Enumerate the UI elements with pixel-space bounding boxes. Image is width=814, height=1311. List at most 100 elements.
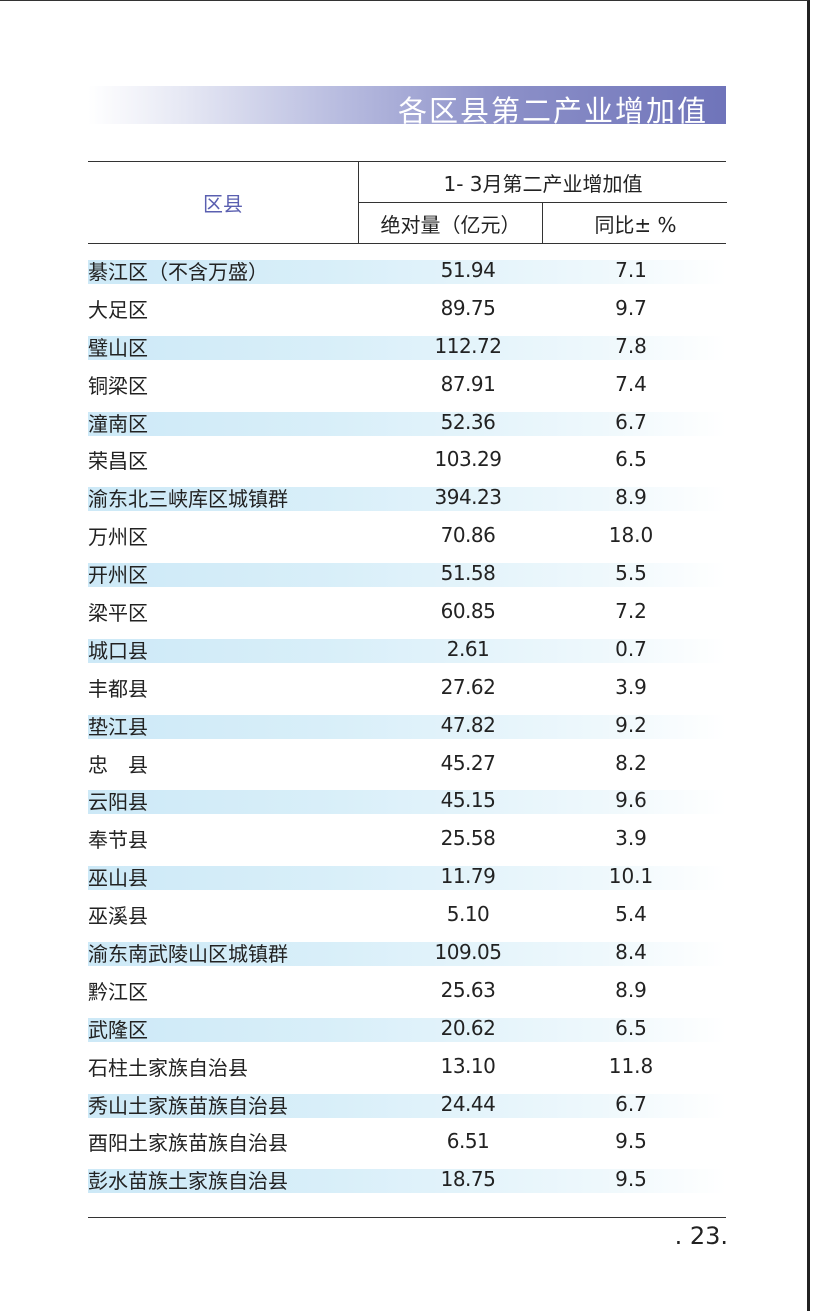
absolute-value: 18.75 bbox=[440, 1167, 496, 1192]
yoy-value: 6.5 bbox=[615, 447, 647, 472]
row-shading bbox=[88, 1017, 726, 1042]
district-name: 巫溪县 bbox=[88, 904, 148, 929]
table-row: 垫江县 47.82 9.2 bbox=[88, 706, 726, 744]
absolute-value: 5.10 bbox=[446, 902, 490, 927]
table-row: 开州区 51.58 5.5 bbox=[88, 554, 726, 592]
yoy-value: 5.5 bbox=[615, 561, 647, 586]
district-name: 奉节县 bbox=[88, 828, 148, 853]
yoy-value: 11.8 bbox=[608, 1053, 654, 1078]
table-row: 綦江区（不含万盛） 51.94 7.1 bbox=[88, 251, 726, 289]
table-row: 云阳县 45.15 9.6 bbox=[88, 781, 726, 819]
absolute-value: 394.23 bbox=[434, 485, 502, 510]
table-row: 丰都县 27.62 3.9 bbox=[88, 668, 726, 706]
absolute-value: 112.72 bbox=[434, 333, 502, 358]
table-row: 巫溪县 5.10 5.4 bbox=[88, 895, 726, 933]
yoy-value: 6.7 bbox=[615, 1091, 647, 1116]
district-name: 铜梁区 bbox=[88, 373, 148, 398]
absolute-value: 51.58 bbox=[440, 561, 496, 586]
table-row: 黔江区 25.63 8.9 bbox=[88, 971, 726, 1009]
absolute-value: 109.05 bbox=[434, 940, 502, 965]
table-row: 铜梁区 87.91 7.4 bbox=[88, 365, 726, 403]
yoy-value: 9.7 bbox=[615, 295, 647, 320]
district-name: 巫山县 bbox=[88, 866, 148, 891]
row-shading bbox=[88, 563, 726, 588]
table-row: 忠 县 45.27 8.2 bbox=[88, 744, 726, 782]
yoy-value: 7.2 bbox=[615, 599, 647, 624]
table-row: 梁平区 60.85 7.2 bbox=[88, 592, 726, 630]
table-header: 区县 1- 3月第二产业增加值 绝对量（亿元） 同比± % bbox=[88, 161, 727, 244]
yoy-value: 9.2 bbox=[615, 712, 647, 737]
row-shading bbox=[88, 335, 726, 360]
yoy-value: 8.9 bbox=[615, 485, 647, 510]
yoy-value: 18.0 bbox=[608, 523, 654, 548]
district-name: 秀山土家族苗族自治县 bbox=[88, 1093, 288, 1118]
table-row: 石柱土家族自治县 13.10 11.8 bbox=[88, 1047, 726, 1085]
yoy-value: 3.9 bbox=[615, 826, 647, 851]
table-row: 巫山县 11.79 10.1 bbox=[88, 857, 726, 895]
district-name: 綦江区（不含万盛） bbox=[88, 260, 268, 284]
row-shading bbox=[88, 790, 726, 815]
absolute-value: 52.36 bbox=[440, 409, 496, 434]
table-row: 秀山土家族苗族自治县 24.44 6.7 bbox=[88, 1085, 726, 1123]
district-name: 武隆区 bbox=[88, 1017, 148, 1042]
absolute-value: 60.85 bbox=[440, 599, 496, 624]
absolute-value: 70.86 bbox=[440, 523, 496, 548]
page-title: 各区县第二产业增加值 bbox=[397, 94, 708, 128]
table-row: 彭水苗族土家族自治县 18.75 9.5 bbox=[88, 1160, 726, 1198]
absolute-value: 13.10 bbox=[440, 1053, 496, 1078]
table-row: 城口县 2.61 0.7 bbox=[88, 630, 726, 668]
row-shading bbox=[88, 487, 726, 512]
table-row: 万州区 70.86 18.0 bbox=[88, 516, 726, 554]
table-row: 奉节县 25.58 3.9 bbox=[88, 819, 726, 857]
absolute-value: 27.62 bbox=[440, 674, 496, 699]
yoy-value: 8.2 bbox=[615, 750, 647, 775]
district-name: 忠 县 bbox=[88, 752, 148, 777]
absolute-value: 47.82 bbox=[440, 712, 496, 737]
absolute-value: 45.27 bbox=[440, 750, 496, 775]
header-right-group: 1- 3月第二产业增加值 绝对量（亿元） 同比± % bbox=[358, 162, 727, 243]
district-name: 渝东南武陵山区城镇群 bbox=[88, 942, 288, 967]
absolute-value: 20.62 bbox=[440, 1015, 496, 1040]
district-name: 大足区 bbox=[88, 297, 148, 322]
absolute-value: 2.61 bbox=[446, 636, 490, 661]
table-row: 武隆区 20.62 6.5 bbox=[88, 1009, 726, 1047]
district-name: 垫江县 bbox=[88, 714, 148, 739]
district-name: 潼南区 bbox=[88, 411, 148, 436]
table-row: 荣昌区 103.29 6.5 bbox=[88, 440, 726, 478]
table-row: 渝东南武陵山区城镇群 109.05 8.4 bbox=[88, 933, 726, 971]
yoy-value: 8.9 bbox=[615, 977, 647, 1002]
table-row: 璧山区 112.72 7.8 bbox=[88, 327, 726, 365]
district-name: 彭水苗族土家族自治县 bbox=[88, 1169, 288, 1194]
yoy-value: 0.7 bbox=[615, 636, 647, 661]
yoy-value: 8.4 bbox=[615, 940, 647, 965]
absolute-value: 25.58 bbox=[440, 826, 496, 851]
district-name: 石柱土家族自治县 bbox=[88, 1055, 248, 1080]
row-shading bbox=[88, 638, 726, 663]
yoy-value: 9.6 bbox=[615, 788, 647, 813]
absolute-value: 89.75 bbox=[440, 295, 496, 320]
table-row: 大足区 89.75 9.7 bbox=[88, 289, 726, 327]
row-shading bbox=[88, 1169, 726, 1194]
yoy-value: 7.8 bbox=[615, 333, 647, 358]
yoy-value: 6.5 bbox=[615, 1015, 647, 1040]
yoy-value: 6.7 bbox=[615, 409, 647, 434]
header-absolute: 绝对量（亿元） bbox=[380, 212, 521, 237]
district-name: 渝东北三峡库区城镇群 bbox=[88, 487, 288, 512]
table-body: 綦江区（不含万盛） 51.94 7.1 大足区 89.75 9.7 璧山区 112.72 7.8… bbox=[88, 251, 726, 1198]
row-shading bbox=[88, 942, 726, 967]
table-row: 酉阳土家族苗族自治县 6.51 9.5 bbox=[88, 1122, 726, 1160]
absolute-value: 11.79 bbox=[440, 864, 496, 889]
absolute-value: 87.91 bbox=[440, 371, 496, 396]
district-name: 黔江区 bbox=[88, 979, 148, 1004]
header-group-label: 1- 3月第二产业增加值 bbox=[359, 162, 727, 203]
row-shading bbox=[88, 714, 726, 739]
title-banner: 各区县第二产业增加值 bbox=[88, 86, 726, 128]
footer-divider bbox=[88, 1217, 726, 1218]
absolute-value: 6.51 bbox=[446, 1129, 490, 1154]
yoy-value: 5.4 bbox=[615, 902, 647, 927]
row-shading bbox=[88, 260, 726, 284]
district-name: 璧山区 bbox=[88, 335, 148, 360]
row-shading bbox=[88, 866, 726, 891]
table-row: 潼南区 52.36 6.7 bbox=[88, 403, 726, 441]
